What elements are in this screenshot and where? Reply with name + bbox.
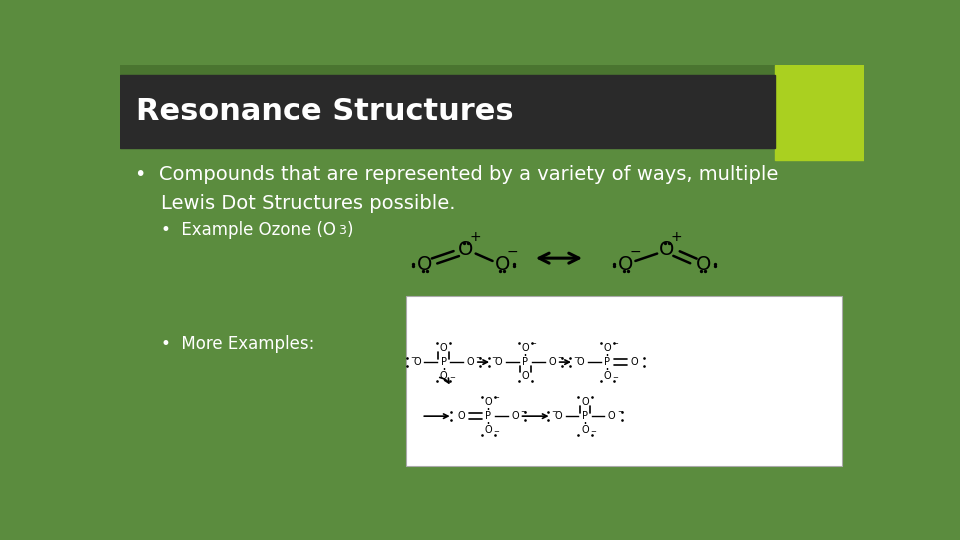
Text: −: − bbox=[630, 245, 641, 259]
Bar bbox=[775, 65, 864, 160]
Text: −: − bbox=[493, 429, 499, 435]
Text: O: O bbox=[631, 357, 637, 367]
Text: P: P bbox=[605, 357, 611, 367]
Text: −: − bbox=[558, 355, 564, 361]
Text: O: O bbox=[577, 357, 585, 367]
Text: −: − bbox=[410, 355, 416, 361]
Text: O: O bbox=[521, 343, 529, 353]
Text: O: O bbox=[608, 411, 615, 421]
Text: O: O bbox=[660, 240, 675, 259]
Text: P: P bbox=[485, 411, 492, 421]
Text: O: O bbox=[581, 425, 588, 435]
Text: O: O bbox=[413, 357, 420, 367]
Text: −: − bbox=[475, 355, 482, 361]
Text: P: P bbox=[522, 357, 528, 367]
Bar bbox=[120, 65, 864, 114]
Text: ): ) bbox=[347, 221, 353, 239]
Text: O: O bbox=[458, 411, 466, 421]
Text: −: − bbox=[612, 341, 618, 347]
Text: P: P bbox=[582, 411, 588, 421]
Text: +: + bbox=[671, 230, 683, 244]
Text: •  Example Ozone (O: • Example Ozone (O bbox=[161, 221, 336, 239]
Text: O: O bbox=[581, 397, 588, 407]
Text: O: O bbox=[485, 397, 492, 407]
Text: −: − bbox=[520, 409, 526, 415]
Text: −: − bbox=[590, 429, 596, 435]
Text: −: − bbox=[531, 341, 537, 347]
Text: O: O bbox=[467, 357, 474, 367]
Text: −: − bbox=[573, 355, 580, 361]
Text: •  More Examples:: • More Examples: bbox=[161, 335, 314, 353]
Text: O: O bbox=[458, 240, 473, 259]
Text: O: O bbox=[440, 343, 447, 353]
Text: O: O bbox=[494, 255, 510, 274]
Text: O: O bbox=[555, 411, 562, 421]
Text: O: O bbox=[618, 255, 634, 274]
Text: −: − bbox=[551, 409, 557, 415]
Bar bbox=[406, 295, 842, 466]
Text: P: P bbox=[441, 357, 446, 367]
Text: 3: 3 bbox=[338, 224, 346, 237]
Text: O: O bbox=[604, 371, 612, 381]
Text: O: O bbox=[521, 371, 529, 381]
Text: O: O bbox=[548, 357, 556, 367]
Text: O: O bbox=[604, 343, 612, 353]
Text: +: + bbox=[469, 230, 482, 244]
Bar bbox=[120, 75, 775, 148]
Text: −: − bbox=[449, 375, 455, 381]
Text: O: O bbox=[512, 411, 518, 421]
Text: •  Compounds that are represented by a variety of ways, multiple: • Compounds that are represented by a va… bbox=[134, 165, 779, 184]
Text: O: O bbox=[418, 255, 433, 274]
Text: O: O bbox=[485, 425, 492, 435]
Text: −: − bbox=[493, 395, 499, 401]
Text: O: O bbox=[495, 357, 502, 367]
Text: O: O bbox=[695, 255, 710, 274]
Text: −: − bbox=[506, 245, 517, 259]
Text: −: − bbox=[492, 355, 497, 361]
Text: Resonance Structures: Resonance Structures bbox=[136, 97, 514, 126]
Text: Lewis Dot Structures possible.: Lewis Dot Structures possible. bbox=[161, 194, 455, 213]
Text: −: − bbox=[612, 375, 618, 381]
Text: O: O bbox=[440, 371, 447, 381]
Text: −: − bbox=[617, 409, 623, 415]
